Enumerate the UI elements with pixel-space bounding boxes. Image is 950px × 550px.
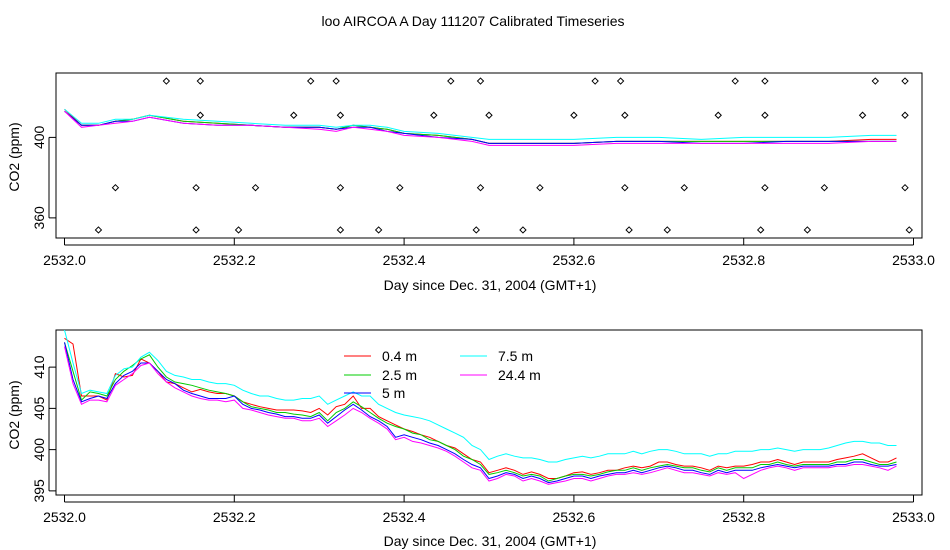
bottom-plot-frame	[55, 329, 923, 496]
scatter-point	[871, 77, 880, 85]
y-tick-label: 360	[31, 206, 47, 230]
scatter-point	[192, 226, 200, 234]
x-tick-label: 2532.6	[552, 509, 595, 525]
scatter-point	[625, 226, 633, 234]
series-line-24-4-m	[64, 110, 897, 146]
scatter-point	[858, 111, 867, 119]
y-tick-label: 395	[31, 479, 47, 503]
scatter-point	[476, 77, 485, 85]
scatter-point	[485, 111, 493, 119]
scatter-point	[196, 77, 205, 85]
scatter-point	[374, 226, 383, 234]
scatter-point	[803, 226, 812, 234]
scatter-point	[621, 183, 629, 192]
scatter-point	[447, 77, 455, 85]
scatter-point	[905, 226, 913, 234]
x-tick-label: 2532.2	[213, 252, 256, 268]
scatter-point	[430, 111, 438, 119]
series-line-7-5-m	[64, 108, 897, 140]
scatter-point	[621, 111, 629, 119]
scatter-point	[290, 111, 298, 119]
top-plot-frame	[55, 72, 923, 239]
scatter-point	[901, 111, 909, 119]
scatter-point	[680, 183, 688, 192]
figure-title: loo AIRCOA A Day 111207 Calibrated Times…	[322, 13, 625, 29]
series-line-0-4-m	[64, 337, 897, 479]
bottom-y-axis-label: CO2 (ppm)	[6, 380, 22, 449]
x-tick-label: 2532.4	[383, 509, 426, 525]
x-tick-label: 2532.4	[383, 252, 426, 268]
scatter-point	[196, 111, 205, 119]
y-tick-label: 410	[31, 355, 47, 379]
x-tick-label: 2532.8	[722, 509, 765, 525]
bottom-y-axis: 395 400 405 410	[31, 355, 56, 503]
scatter-point	[162, 77, 171, 85]
scatter-point	[761, 111, 769, 119]
scatter-point	[616, 77, 625, 85]
series-line-7-5-m	[64, 330, 897, 463]
scatter-point	[591, 77, 599, 85]
scatter-point	[756, 226, 765, 234]
top-x-axis: 2532.0 2532.2 2532.4 2532.6 2532.8 2533.0	[43, 238, 935, 268]
top-y-axis-label: CO2 (ppm)	[6, 122, 22, 191]
scatter-point	[519, 226, 527, 234]
legend: 0.4 m 2.5 m 5 m 7.5 m 24.4 m	[344, 348, 541, 401]
scatter-point	[663, 226, 672, 234]
scatter-point	[820, 183, 829, 192]
scatter-point	[731, 77, 739, 85]
x-tick-label: 2532.0	[43, 509, 86, 525]
series-line-24-4-m	[64, 346, 897, 485]
scatter-point	[901, 77, 909, 85]
scatter-point	[336, 111, 345, 119]
y-tick-label: 400	[31, 125, 47, 149]
x-tick-label: 2533.0	[892, 252, 935, 268]
bottom-x-axis-label: Day since Dec. 31, 2004 (GMT+1)	[384, 533, 597, 549]
scatter-point	[901, 183, 909, 192]
x-tick-label: 2532.0	[43, 252, 86, 268]
scatter-point	[761, 183, 769, 192]
scatter-point	[570, 111, 578, 119]
top-panel: 2532.0 2532.2 2532.4 2532.6 2532.8 2533.0 360…	[6, 72, 935, 293]
series-line-5-m	[64, 342, 897, 484]
scatter-point	[336, 183, 345, 192]
scatter-point	[396, 183, 404, 192]
x-tick-label: 2532.8	[722, 252, 765, 268]
scatter-point	[714, 111, 722, 119]
scatter-point	[536, 183, 544, 192]
legend-label: 2.5 m	[382, 367, 417, 383]
legend-label: 24.4 m	[498, 367, 541, 383]
scatter-point	[192, 183, 200, 192]
x-tick-label: 2532.6	[552, 252, 595, 268]
scatter-point	[472, 226, 480, 234]
legend-label: 5 m	[382, 385, 405, 401]
x-tick-label: 2532.2	[213, 509, 256, 525]
top-y-axis: 360 400	[31, 125, 56, 230]
scatter-point	[94, 226, 103, 234]
scatter-point	[761, 77, 769, 85]
scatter-point	[476, 183, 485, 192]
series-line-2-5-m	[64, 342, 897, 482]
bottom-plot-marks	[64, 330, 897, 485]
bottom-panel: 2532.0 2532.2 2532.4 2532.6 2532.8 2533.0 395…	[6, 329, 935, 549]
y-tick-label: 405	[31, 396, 47, 420]
top-plot-marks	[64, 77, 913, 234]
scatter-point	[306, 77, 315, 85]
scatter-point	[332, 77, 340, 85]
legend-label: 0.4 m	[382, 348, 417, 364]
scatter-point	[234, 226, 243, 234]
top-x-axis-label: Day since Dec. 31, 2004 (GMT+1)	[384, 277, 597, 293]
legend-label: 7.5 m	[498, 348, 533, 364]
scatter-point	[336, 226, 345, 234]
y-tick-label: 400	[31, 438, 47, 462]
scatter-point	[251, 183, 260, 192]
x-tick-label: 2533.0	[892, 509, 935, 525]
scatter-point	[111, 183, 120, 192]
bottom-x-axis: 2532.0 2532.2 2532.4 2532.6 2532.8 2533.0	[43, 495, 935, 525]
